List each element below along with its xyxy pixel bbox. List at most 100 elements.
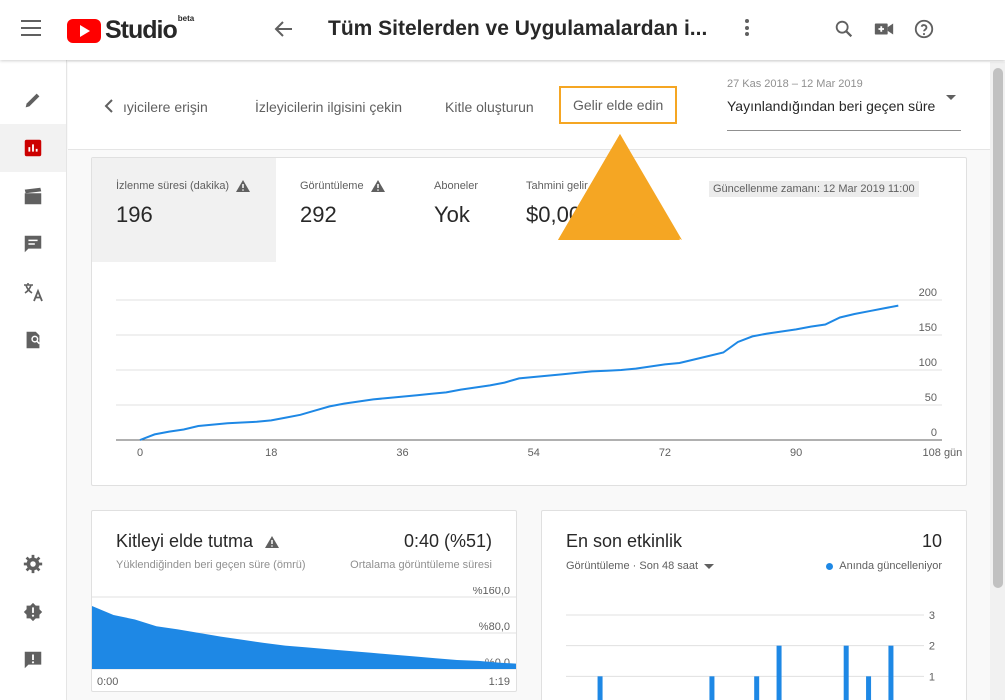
y-tick-label: 200 bbox=[919, 287, 937, 299]
watch-time-chart: 200 150 100 50 0 0 18 36 54 72 90 108 gün bbox=[116, 287, 963, 459]
nav-item-analytics[interactable] bbox=[0, 124, 66, 172]
metric-revenue[interactable]: Tahmini gelir $0,00 bbox=[502, 158, 652, 262]
activity-bar bbox=[709, 676, 715, 700]
retention-value: 0:40 (%51) bbox=[403, 531, 492, 551]
feedback-icon bbox=[24, 651, 42, 669]
nav-item-comments[interactable] bbox=[0, 220, 66, 268]
y-tick-label: %80,0 bbox=[479, 621, 510, 633]
nav-item-copyright[interactable] bbox=[0, 316, 66, 364]
x-tick-label: 108 gün bbox=[923, 447, 963, 459]
tab-audience[interactable]: Kitle oluşturun bbox=[445, 99, 534, 115]
activity-count: 10 bbox=[921, 531, 942, 551]
nav-item-settings[interactable] bbox=[0, 540, 66, 588]
metric-value: Yok bbox=[434, 202, 470, 227]
warning-icon bbox=[370, 180, 385, 192]
logo-beta: beta bbox=[177, 14, 195, 23]
activity-card: En son etkinlik 10 Görüntüleme · Son 48 … bbox=[541, 510, 967, 700]
retention-area bbox=[92, 606, 516, 669]
activity-filter[interactable]: Görüntüleme · Son 48 saat bbox=[566, 560, 715, 572]
comments-icon bbox=[24, 235, 42, 253]
activity-bar bbox=[866, 676, 872, 700]
top-bar: Studio beta Tüm Sitelerden ve Uygulamala… bbox=[0, 0, 1005, 60]
retention-card: Kitleyi elde tutma Yüklendiğinden beri g… bbox=[91, 510, 517, 692]
x-tick-label: 54 bbox=[528, 447, 540, 459]
retention-chart: %160,0%80,0%0,00:001:19 bbox=[92, 587, 516, 688]
more-options-icon[interactable] bbox=[745, 19, 751, 39]
metric-views[interactable]: Görüntüleme 292 bbox=[276, 158, 410, 262]
metric-value: 196 bbox=[116, 202, 153, 227]
metric-value: 292 bbox=[300, 202, 337, 227]
pencil-icon bbox=[25, 93, 40, 108]
tab-engagement[interactable]: İzleyicilerin ilgisini çekin bbox=[255, 99, 403, 115]
page-title: Tüm Sitelerden ve Uygulamalardan i... bbox=[328, 17, 708, 40]
y-tick-label: 1 bbox=[929, 671, 935, 683]
x-tick-label: 0 bbox=[137, 447, 143, 459]
copyright-search-icon bbox=[26, 331, 41, 349]
metric-watch-time[interactable]: İzlenme süresi (dakika) 196 bbox=[92, 158, 276, 262]
back-arrow-icon[interactable] bbox=[272, 16, 296, 42]
date-range: 27 Kas 2018 – 12 Mar 2019 bbox=[727, 78, 863, 90]
dropdown-caret-icon[interactable] bbox=[946, 95, 956, 100]
search-icon[interactable] bbox=[833, 18, 855, 40]
live-status: Anında güncelleniyor bbox=[826, 560, 942, 572]
retention-value-label: Ortalama görüntüleme süresi bbox=[350, 559, 492, 571]
nav-item-translations[interactable] bbox=[0, 268, 66, 316]
metric-subscribers[interactable]: Aboneler Yok bbox=[410, 158, 502, 262]
retention-title: Kitleyi elde tutma bbox=[116, 531, 254, 551]
tab-reach[interactable]: ıyicilere erişin bbox=[123, 99, 208, 115]
chevron-left-icon[interactable] bbox=[103, 98, 115, 114]
x-tick-label: 0:00 bbox=[97, 676, 118, 688]
warning-icon bbox=[265, 535, 280, 548]
activity-chart: 3 2 1 bbox=[566, 610, 935, 700]
metric-label: İzlenme süresi (dakika) bbox=[116, 180, 251, 192]
metric-label-text: İzlenme süresi (dakika) bbox=[116, 180, 230, 192]
youtube-logo-icon bbox=[67, 18, 101, 43]
warning-icon bbox=[236, 180, 251, 192]
x-tick-label: 72 bbox=[659, 447, 671, 459]
analytics-tabs: ıyicilere erişin İzleyicilerin ilgisini … bbox=[68, 62, 990, 150]
activity-bar bbox=[754, 676, 760, 700]
alert-icon bbox=[23, 602, 43, 622]
tab-revenue[interactable]: Gelir elde edin bbox=[559, 86, 678, 124]
retention-subtitle: Yüklendiğinden beri geçen süre (ömrü) bbox=[116, 559, 306, 571]
left-navigation bbox=[0, 60, 67, 700]
y-tick-label: %160,0 bbox=[473, 587, 510, 597]
logo-text: Studio bbox=[105, 16, 178, 44]
scrollbar-thumb[interactable] bbox=[993, 68, 1003, 588]
clapperboard-icon bbox=[24, 187, 42, 205]
activity-title: En son etkinlik bbox=[566, 531, 683, 551]
studio-logo[interactable]: Studio beta bbox=[67, 14, 195, 45]
x-tick-label: 36 bbox=[396, 447, 408, 459]
activity-bar bbox=[597, 676, 603, 700]
updated-badge: Güncellenme zamanı: 12 Mar 2019 11:00 bbox=[709, 181, 919, 197]
live-status-label: Anında güncelleniyor bbox=[839, 560, 942, 572]
nav-item-alerts[interactable] bbox=[0, 588, 66, 636]
dropdown-caret-icon bbox=[704, 563, 715, 569]
nav-item-editor[interactable] bbox=[0, 172, 66, 220]
nav-item-details[interactable] bbox=[0, 76, 66, 124]
y-tick-label: 3 bbox=[929, 610, 935, 622]
menu-icon[interactable] bbox=[21, 20, 41, 36]
y-tick-label: 100 bbox=[919, 357, 937, 369]
period-select[interactable]: Yayınlandığından beri geçen süre bbox=[727, 98, 936, 114]
y-tick-label: 2 bbox=[929, 641, 935, 653]
overview-card: İzlenme süresi (dakika) 196 Görüntüleme … bbox=[91, 157, 967, 486]
activity-bar bbox=[843, 645, 849, 700]
gear-icon bbox=[23, 554, 43, 574]
metric-value: $0,00 bbox=[526, 202, 582, 227]
analytics-icon bbox=[24, 139, 42, 157]
period-underline bbox=[727, 130, 961, 131]
nav-item-creator-studio[interactable] bbox=[0, 684, 66, 700]
activity-filter-label: Görüntüleme · Son 48 saat bbox=[566, 560, 699, 572]
translate-icon bbox=[24, 283, 43, 302]
retention-title-row: Kitleyi elde tutma bbox=[116, 531, 280, 552]
activity-bar bbox=[776, 645, 782, 700]
create-video-icon[interactable] bbox=[873, 18, 895, 40]
y-tick-label: 150 bbox=[919, 322, 937, 334]
x-tick-label: 90 bbox=[790, 447, 802, 459]
help-icon[interactable] bbox=[913, 18, 935, 40]
nav-item-feedback[interactable] bbox=[0, 636, 66, 684]
x-tick-label: 1:19 bbox=[489, 676, 510, 688]
x-tick-label: 18 bbox=[265, 447, 277, 459]
series-line bbox=[139, 304, 899, 441]
